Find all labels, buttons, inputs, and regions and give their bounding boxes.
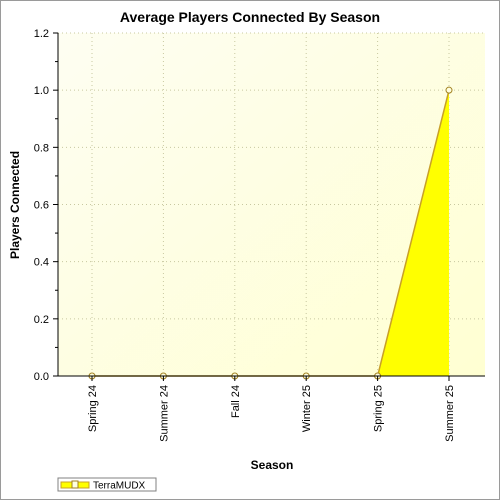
legend: TerraMUDX <box>57 477 157 492</box>
y-tick-label: 0.6 <box>34 200 49 212</box>
y-axis-title: Players Connected <box>8 151 22 259</box>
y-tick-label: 0.2 <box>34 314 49 326</box>
x-tick-label: Summer 25 <box>444 385 456 442</box>
y-tick-label: 1.2 <box>34 28 49 40</box>
y-tick-label: 0.0 <box>34 371 49 383</box>
x-tick-label: Spring 25 <box>373 385 385 432</box>
legend-marker <box>71 480 79 489</box>
y-tick-label: 1.0 <box>34 85 49 97</box>
x-ticks: Spring 24 Summer 24 Fall 24 Winter 25 Spring… <box>87 376 456 442</box>
data-point <box>445 86 453 94</box>
y-tick-label: 0.4 <box>34 257 49 269</box>
series-area-TerraMUDX <box>92 90 449 377</box>
x-tick-label: Winter 25 <box>301 385 313 432</box>
x-tick-label: Summer 24 <box>158 385 170 442</box>
x-tick-label: Fall 24 <box>230 385 242 418</box>
chart-title: Average Players Connected By Season <box>120 9 380 25</box>
legend-label: TerraMUDX <box>93 481 146 492</box>
y-ticks: 0.0 0.2 0.4 0.6 0.8 1.0 1.2 <box>34 28 58 383</box>
x-tick-label: Spring 24 <box>87 385 99 432</box>
x-axis-title: Season <box>251 458 294 472</box>
y-tick-label: 0.8 <box>34 142 49 154</box>
